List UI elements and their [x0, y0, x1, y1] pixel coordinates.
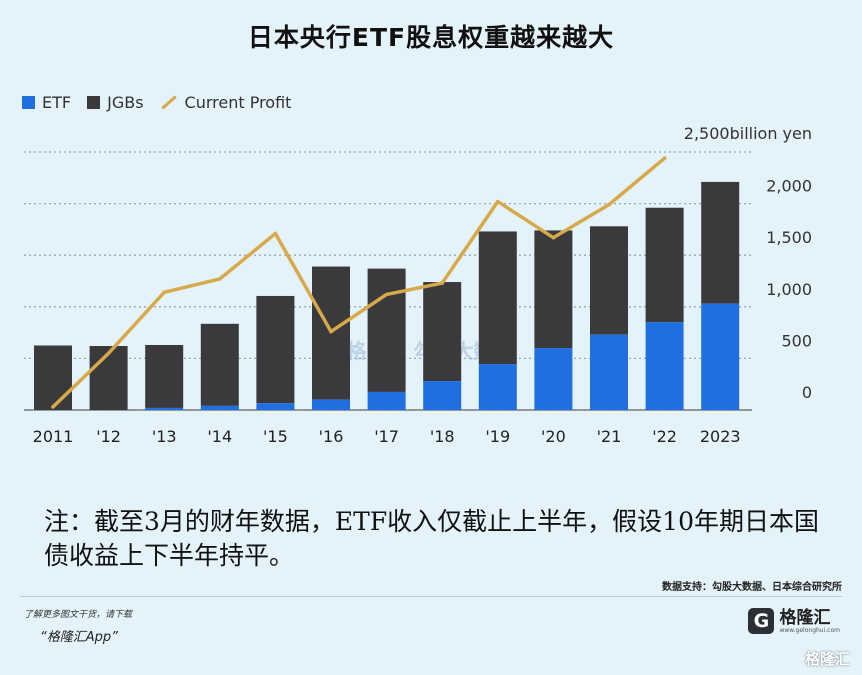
- point-current-profit-3: [218, 277, 222, 281]
- x-tick-label-10: '21: [597, 427, 622, 446]
- promo-text: 了解更多图文干货，请下载: [24, 610, 133, 620]
- series-line-current-profit: [51, 156, 667, 409]
- x-tick-label-2: '13: [152, 427, 177, 446]
- bar-jgbs-8: [478, 231, 517, 365]
- y-tick-label-0: 0: [802, 383, 812, 402]
- bar-etf-12: [701, 303, 740, 410]
- bar-jgbs-7: [423, 282, 462, 382]
- legend-label-jgbs: JGBs: [107, 93, 144, 112]
- point-current-profit-7: [440, 281, 445, 285]
- x-tick-label-6: '17: [374, 427, 399, 446]
- brand-url: www.gelonghui.com: [779, 626, 840, 634]
- point-current-profit-4: [273, 231, 278, 236]
- point-current-profit-6: [384, 292, 389, 297]
- legend-item-current-profit: Current Profit: [160, 93, 292, 112]
- watermark-bottom: 格隆汇: [804, 650, 850, 668]
- point-current-profit-0: [51, 405, 55, 409]
- x-tick-label-3: '14: [207, 427, 232, 446]
- bar-jgbs-4: [256, 295, 295, 404]
- legend-label-etf: ETF: [42, 93, 72, 112]
- bar-jgbs-1: [89, 346, 128, 410]
- bar-jgbs-3: [200, 323, 239, 406]
- x-tick-label-8: '19: [485, 427, 510, 446]
- page-title: 日本央行ETF股息权重越来越大: [247, 23, 615, 52]
- legend-swatch-jgbs: [87, 96, 101, 109]
- x-tick-label-11: '22: [652, 427, 677, 446]
- point-current-profit-9: [551, 235, 556, 240]
- bar-etf-4: [256, 403, 295, 410]
- y-tick-label-2: 1,000: [766, 280, 812, 299]
- bar-jgbs-12: [701, 181, 740, 304]
- brand-g-icon: G: [748, 608, 775, 634]
- x-tick-label-1: '12: [96, 427, 121, 446]
- point-current-profit-1: [106, 351, 111, 356]
- bar-etf-9: [534, 348, 573, 410]
- brand-name: 格隆汇: [779, 607, 831, 628]
- y-tick-label-4: 2,000: [766, 177, 812, 196]
- bar-etf-2: [145, 407, 184, 410]
- bar-etf-8: [478, 364, 517, 410]
- legend-item-etf: ETF: [22, 93, 71, 112]
- x-tick-label-9: '20: [541, 427, 566, 446]
- y-tick-label-1: 500: [781, 331, 812, 350]
- bar-etf-6: [367, 391, 406, 410]
- legend-swatch-etf: [22, 96, 35, 109]
- point-current-profit-8: [496, 199, 500, 204]
- point-current-profit-11: [662, 156, 667, 160]
- bar-jgbs-11: [645, 207, 684, 323]
- legend-label-current-profit: Current Profit: [184, 93, 292, 112]
- bar-etf-11: [645, 322, 684, 410]
- bar-jgbs-6: [367, 268, 406, 392]
- bar-etf-10: [590, 334, 628, 410]
- x-tick-label-4: '15: [263, 427, 288, 446]
- promo-app-name: “格隆汇App”: [40, 630, 118, 645]
- point-current-profit-5: [329, 329, 333, 334]
- y-axis-unit-label: 2,500billion yen: [684, 124, 812, 143]
- data-source: 数据支持：勾股大数据、日本综合研究所: [662, 582, 842, 593]
- point-current-profit-10: [607, 202, 611, 207]
- x-tick-label-12: 2023: [700, 427, 741, 446]
- x-tick-label-5: '16: [319, 427, 344, 446]
- x-tick-label-7: '18: [430, 427, 455, 446]
- chart-legend: ETF JGBs Current Profit: [22, 93, 307, 112]
- bar-etf-3: [200, 405, 239, 410]
- legend-item-jgbs: JGBs: [87, 93, 144, 112]
- bar-etf-7: [423, 381, 462, 410]
- footer-divider: [20, 596, 842, 597]
- bar-jgbs-9: [534, 230, 573, 349]
- y-tick-label-3: 1,500: [766, 228, 812, 247]
- x-tick-label-0: 2011: [33, 427, 74, 446]
- bar-jgbs-10: [590, 226, 628, 335]
- bar-etf-5: [312, 399, 350, 410]
- chart-note: 注：截至3月的财年数据，ETF收入仅截止上半年，假设10年期日本国债收益上下半年…: [44, 507, 819, 570]
- bar-jgbs-2: [145, 344, 184, 408]
- point-current-profit-2: [162, 290, 166, 295]
- brand-logo: G 格隆汇 www.gelonghui.com: [748, 608, 840, 634]
- bar-jgbs-0: [34, 345, 72, 410]
